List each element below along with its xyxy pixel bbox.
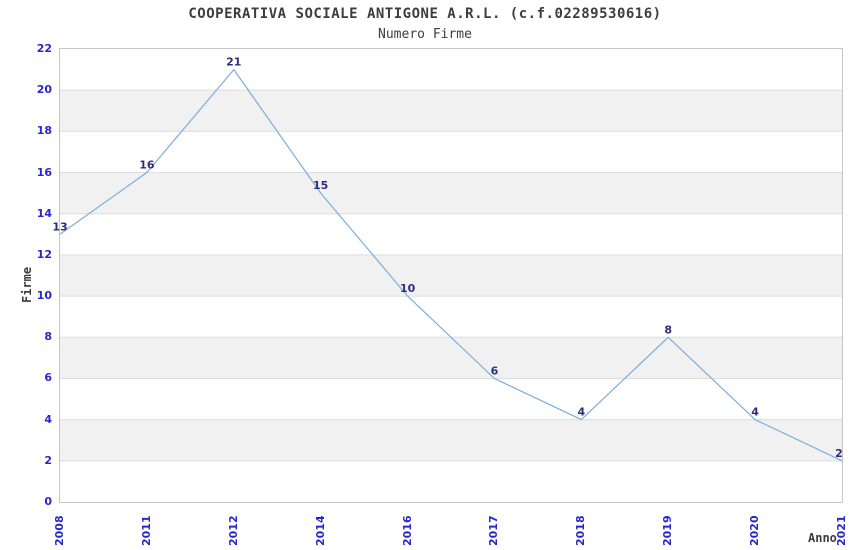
data-label: 13 (52, 220, 67, 233)
x-tick-label: 2016 (400, 515, 414, 546)
data-label: 6 (491, 365, 499, 378)
x-tick-label: 2019 (661, 515, 675, 546)
chart-subtitle: Numero Firme (378, 27, 472, 42)
data-label: 4 (577, 406, 585, 419)
y-tick-label: 6 (44, 371, 52, 385)
x-tick-label: 2011 (139, 515, 153, 546)
x-tick-label: 2021 (835, 515, 848, 546)
grid-band (60, 90, 842, 132)
data-label: 15 (313, 179, 328, 192)
data-line (59, 69, 843, 462)
x-tick-label: 2018 (574, 515, 588, 546)
grid-band (60, 419, 842, 461)
plot-area: 13 16 21 15 10 6 4 8 4 2 (52, 48, 843, 503)
x-tick-label: 2008 (53, 515, 66, 546)
x-tick-label: 2014 (313, 515, 327, 546)
y-tick-label: 10 (36, 289, 52, 303)
grid-band (60, 254, 842, 297)
x-axis-title: Anno (808, 531, 837, 545)
data-label: 16 (139, 159, 155, 172)
data-label: 10 (400, 282, 416, 295)
chart-title: COOPERATIVA SOCIALE ANTIGONE A.R.L. (c.f… (188, 6, 662, 22)
grid-band (60, 337, 842, 379)
y-tick-label: 8 (44, 330, 52, 344)
x-tick-label: 2012 (226, 515, 240, 546)
y-tick-label: 4 (44, 412, 52, 426)
x-tick-label: 2020 (748, 515, 762, 546)
data-label: 8 (664, 323, 672, 336)
y-tick-label: 18 (36, 124, 52, 138)
x-tick-label: 2017 (487, 515, 501, 546)
y-tick-label: 14 (36, 206, 52, 220)
y-tick-label: 16 (36, 165, 52, 179)
y-axis-title: Firme (20, 266, 34, 303)
y-tick-label: 12 (36, 247, 52, 261)
data-label: 2 (835, 447, 843, 460)
y-tick-label: 22 (36, 42, 52, 55)
line-chart-canvas: 13 16 21 15 10 6 4 8 4 2 (52, 56, 843, 462)
data-label: 4 (751, 406, 759, 419)
data-label: 21 (226, 56, 241, 69)
grid-band (60, 172, 842, 214)
y-tick-label: 2 (44, 453, 52, 467)
y-tick-label: 20 (36, 83, 52, 97)
y-tick-label: 0 (44, 495, 52, 508)
